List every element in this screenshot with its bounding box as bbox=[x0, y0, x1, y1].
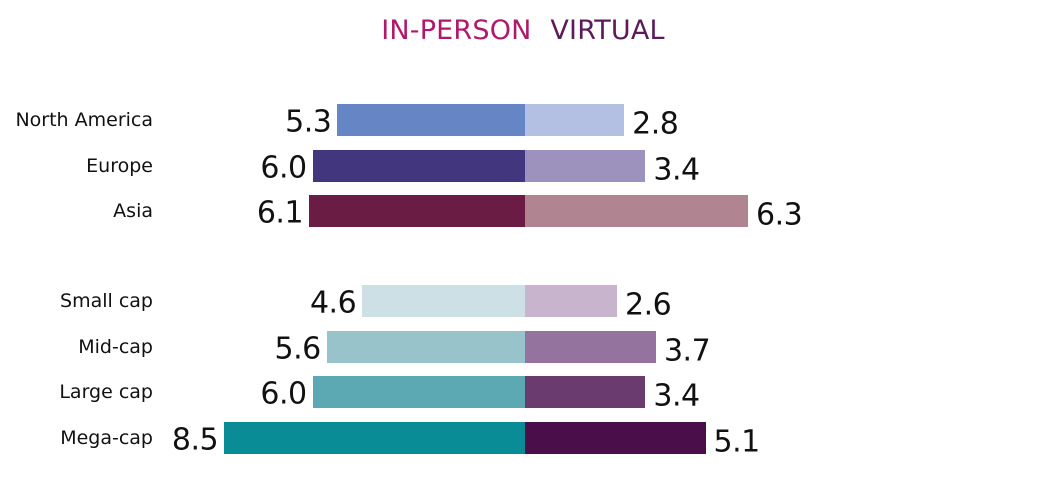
category-label: Asia bbox=[113, 200, 153, 222]
bar-in-person bbox=[309, 195, 525, 227]
category-label: Mega-cap bbox=[60, 426, 153, 449]
value-label-in-person: 5.6 bbox=[274, 331, 322, 366]
value-label-virtual: 5.1 bbox=[713, 424, 761, 459]
value-label-in-person: 5.3 bbox=[285, 104, 332, 140]
bar-in-person bbox=[362, 285, 525, 317]
category-label: Europe bbox=[86, 154, 153, 177]
bar-in-person bbox=[337, 104, 525, 136]
value-label-virtual: 3.4 bbox=[653, 378, 700, 414]
bar-virtual bbox=[525, 149, 646, 182]
category-label: Large cap bbox=[59, 381, 153, 403]
bar-virtual bbox=[525, 421, 706, 454]
bar-in-person bbox=[312, 376, 525, 408]
category-label: North America bbox=[15, 109, 153, 131]
value-label-in-person: 6.0 bbox=[260, 150, 307, 185]
value-label-virtual: 2.8 bbox=[632, 106, 679, 142]
value-label-virtual: 6.3 bbox=[756, 197, 803, 233]
category-label: Small cap bbox=[60, 290, 153, 312]
bar-virtual bbox=[525, 376, 646, 408]
legend: IN-PERSON VIRTUAL bbox=[0, 15, 1046, 46]
legend-in-person: IN-PERSON bbox=[381, 15, 532, 46]
legend-virtual: VIRTUAL bbox=[550, 15, 665, 46]
bar-virtual bbox=[525, 195, 749, 227]
value-label-virtual: 3.7 bbox=[663, 333, 711, 368]
value-label-virtual: 2.6 bbox=[625, 287, 672, 323]
bar-virtual bbox=[525, 104, 625, 136]
value-label-in-person: 6.0 bbox=[260, 376, 307, 412]
value-label-in-person: 6.1 bbox=[256, 195, 304, 231]
bar-in-person bbox=[326, 330, 525, 363]
bar-in-person bbox=[224, 421, 525, 454]
bar-virtual bbox=[525, 285, 618, 317]
bar-virtual bbox=[525, 330, 656, 363]
value-label-in-person: 4.6 bbox=[309, 285, 357, 321]
value-label-in-person: 8.5 bbox=[171, 422, 219, 457]
value-label-virtual: 3.4 bbox=[653, 152, 700, 187]
bar-in-person bbox=[312, 149, 525, 182]
category-label: Mid-cap bbox=[78, 335, 153, 358]
